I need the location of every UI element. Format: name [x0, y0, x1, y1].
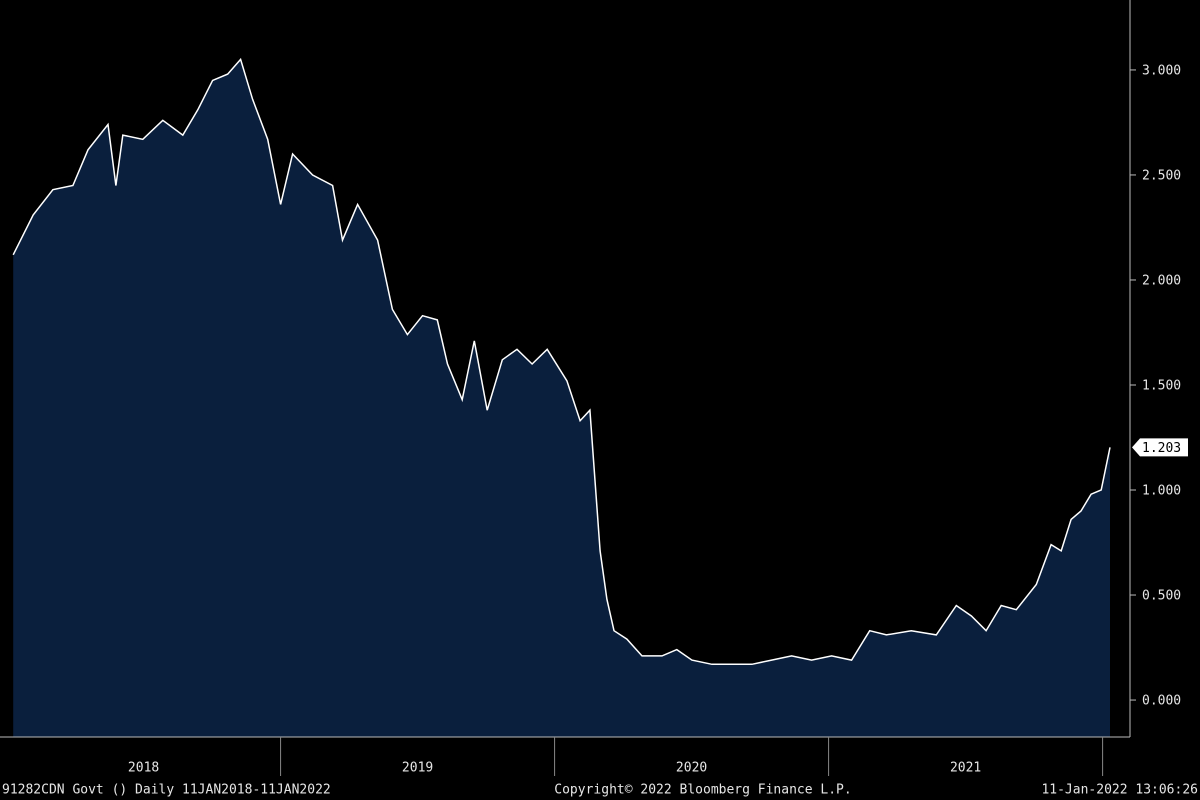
- y-tick-label: 0.000: [1142, 694, 1181, 709]
- y-tick-label: 0.500: [1142, 589, 1181, 604]
- y-tick-label: 2.000: [1142, 273, 1181, 288]
- y-tick-label: 1.000: [1142, 484, 1181, 499]
- line: [12, 57, 1111, 666]
- y-tick-label: 3.000: [1142, 63, 1181, 78]
- last-value-label: 1.203: [1142, 441, 1181, 456]
- last-value-box: [1132, 438, 1188, 457]
- x-tick-label: 2021: [950, 761, 981, 776]
- footer-left: 91282CDN Govt () Daily 11JAN2018-11JAN20…: [2, 783, 331, 798]
- area: [13, 59, 1111, 737]
- x-tick-label: 2018: [128, 761, 159, 776]
- y-tick-label: 2.500: [1142, 168, 1181, 183]
- y-tick-label: 1.500: [1142, 378, 1181, 393]
- x-tick-label: 2020: [676, 761, 707, 776]
- footer-right: 11-Jan-2022 13:06:26: [1041, 783, 1198, 798]
- footer-center: Copyright© 2022 Bloomberg Finance L.P.: [554, 783, 851, 798]
- x-tick-label: 2019: [402, 761, 433, 776]
